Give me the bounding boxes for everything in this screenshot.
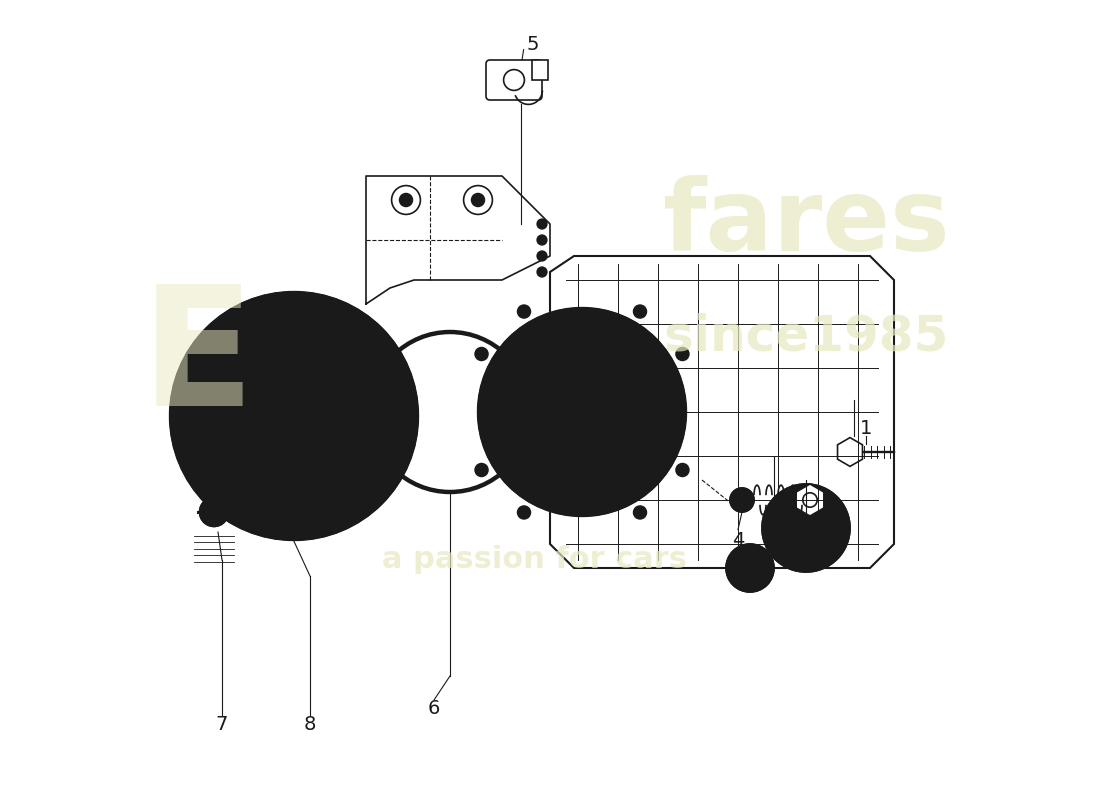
FancyBboxPatch shape — [486, 60, 542, 100]
Circle shape — [518, 305, 530, 318]
Circle shape — [170, 292, 418, 540]
Circle shape — [634, 305, 647, 318]
Circle shape — [475, 347, 488, 360]
Text: fares: fares — [662, 175, 949, 273]
Circle shape — [183, 437, 197, 451]
Text: 3: 3 — [780, 530, 792, 550]
Text: 8: 8 — [304, 714, 316, 734]
Circle shape — [762, 484, 850, 572]
Circle shape — [634, 506, 647, 519]
Circle shape — [258, 305, 273, 319]
Circle shape — [315, 513, 329, 527]
Text: 6: 6 — [428, 698, 440, 718]
Circle shape — [537, 251, 547, 261]
Circle shape — [258, 513, 273, 527]
Circle shape — [475, 464, 488, 476]
Circle shape — [199, 498, 229, 526]
Text: 5: 5 — [526, 34, 539, 54]
Circle shape — [518, 506, 530, 519]
Text: 1: 1 — [860, 418, 872, 438]
Polygon shape — [837, 438, 862, 466]
Circle shape — [537, 267, 547, 277]
Circle shape — [472, 194, 484, 206]
Circle shape — [537, 235, 547, 245]
Text: since1985: since1985 — [663, 312, 948, 360]
Text: 7: 7 — [216, 714, 228, 734]
Text: a passion for cars: a passion for cars — [382, 546, 686, 574]
Text: E: E — [141, 278, 255, 442]
Circle shape — [392, 437, 406, 451]
Circle shape — [315, 305, 329, 319]
Circle shape — [726, 544, 774, 592]
Circle shape — [478, 308, 686, 516]
Circle shape — [537, 219, 547, 229]
Circle shape — [730, 488, 754, 512]
Circle shape — [392, 381, 406, 395]
Text: 4: 4 — [732, 530, 745, 550]
Circle shape — [676, 347, 689, 360]
Circle shape — [399, 194, 412, 206]
Circle shape — [676, 464, 689, 477]
Bar — [531, 60, 548, 80]
Text: 2: 2 — [828, 530, 840, 550]
Circle shape — [183, 381, 197, 395]
Polygon shape — [796, 484, 824, 516]
